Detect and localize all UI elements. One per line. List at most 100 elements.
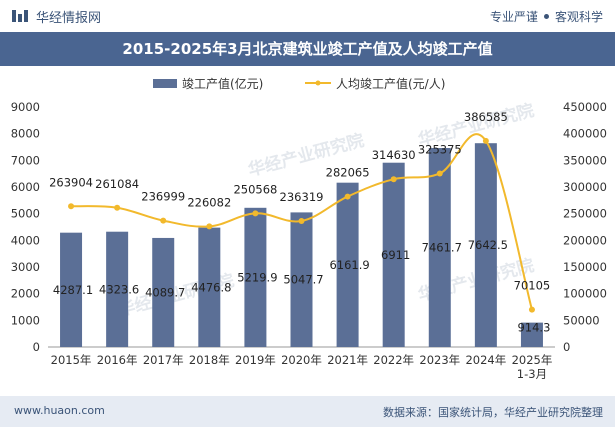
line-value-label: 70105 [514, 279, 551, 293]
bar [152, 237, 175, 347]
data-labels: 4287.1 4323.6 4089.7 4476.8 5219.9 5047.7 6161… [49, 110, 550, 335]
legend-label-bar: 竣工产值(亿元) [182, 76, 263, 91]
y-left-tick-label: 3000 [11, 260, 40, 274]
y-right-tick-label: 400000 [563, 127, 607, 141]
y-right-tick-label: 100000 [563, 287, 607, 301]
line-point [68, 203, 75, 210]
line-point [160, 217, 167, 224]
line-value-label: 261084 [95, 177, 139, 191]
x-tick-label: 2016年 [97, 353, 138, 367]
top-bar: 华经情报网 专业严谨 客观科学 [0, 0, 615, 32]
line-point [482, 137, 489, 144]
y-left-tick-label: 0 [33, 340, 40, 354]
line-value-label: 250568 [233, 182, 277, 196]
y-right-tick-label: 200000 [563, 233, 607, 247]
y-left-tick-label: 6000 [11, 180, 40, 194]
bar [244, 207, 267, 347]
x-tick-label-line: 2020年 [281, 353, 322, 367]
bar [474, 143, 497, 347]
x-tick-label-line: 2018年 [189, 353, 230, 367]
y-left-tick-label: 8000 [11, 127, 40, 141]
legend-label-line: 人均竣工产值(元/人) [336, 76, 445, 91]
title-bar: 2015-2025年3月北京建筑业竣工产值及人均竣工产值 [0, 32, 615, 66]
chart-canvas: 华经产业研究院华经产业研究院华经产业研究院华经产业研究院 竣工产值(亿元)人均竣… [11, 76, 607, 381]
line-point [436, 170, 443, 177]
x-tick-label: 2024年 [465, 353, 506, 367]
bar [336, 182, 359, 347]
legend-swatch-bar [153, 79, 177, 88]
y-left-tick-label: 2000 [11, 287, 40, 301]
bar-value-label: 6161.9 [329, 258, 369, 272]
line-path [71, 133, 533, 310]
y-right-tick-label: 250000 [563, 207, 607, 221]
bar-series [60, 143, 543, 347]
y-left-tick-label: 9000 [11, 100, 40, 114]
bar [60, 232, 83, 347]
line-point [390, 176, 397, 183]
x-tick-label-line: 2017年 [143, 353, 184, 367]
bar-value-label: 6911 [381, 248, 410, 262]
y-right-tick-label: 150000 [563, 260, 607, 274]
x-tick-label-line: 2016年 [97, 353, 138, 367]
line-point [114, 204, 121, 211]
bar-value-label: 4476.8 [191, 280, 231, 294]
bar [520, 322, 543, 347]
line-value-label: 226082 [187, 195, 231, 209]
legend-swatch-marker [315, 80, 321, 86]
y-left-tick-label: 5000 [11, 207, 40, 221]
line-point [298, 217, 305, 224]
x-tick-label: 2020年 [281, 353, 322, 367]
bar [290, 212, 313, 347]
legend: 竣工产值(亿元) 人均竣工产值(元/人) [153, 76, 445, 91]
chart-title: 2015-2025年3月北京建筑业竣工产值及人均竣工产值 [122, 40, 493, 58]
website-link[interactable]: www.huaon.com [14, 404, 105, 417]
line-series [68, 133, 535, 313]
y-left-tick-label: 1000 [11, 313, 40, 327]
bar [382, 162, 405, 347]
footer: www.huaon.com 数据来源：国家统计局，华经产业研究院整理 [0, 396, 615, 427]
line-value-label: 263904 [49, 175, 93, 189]
header-tags: 专业严谨 客观科学 [490, 8, 603, 25]
tag-professional: 专业严谨 [489, 10, 538, 24]
line-value-label: 314630 [372, 148, 416, 162]
x-tick-label-line: 2025年 [512, 353, 553, 367]
x-tick-label-line: 2015年 [51, 353, 92, 367]
y-right-tick-label: 450000 [563, 100, 607, 114]
x-tick-label-line: 2024年 [465, 353, 506, 367]
bar-value-label: 7642.5 [468, 238, 508, 252]
x-tick-label-line: 2019年 [235, 353, 276, 367]
separator-dot-icon [543, 14, 549, 19]
y-right-tick-label: 50000 [563, 313, 600, 327]
y-left-tick-label: 4000 [11, 233, 40, 247]
x-tick-label: 2022年 [373, 353, 414, 367]
x-tick-label: 2019年 [235, 353, 276, 367]
logo-icon [12, 10, 28, 22]
y-right-tick-label: 300000 [563, 180, 607, 194]
x-tick-label-line: 2022年 [373, 353, 414, 367]
line-point [206, 223, 213, 230]
x-tick-label: 2018年 [189, 353, 230, 367]
x-tick-label: 2025年 1-3月 [512, 353, 553, 381]
x-tick-label-line: 2023年 [419, 353, 460, 367]
line-value-label: 236319 [280, 190, 324, 204]
bar-value-label: 7461.7 [422, 241, 462, 255]
line-value-label: 386585 [464, 110, 508, 124]
bar [428, 148, 451, 347]
x-tick-label: 2021年 [327, 353, 368, 367]
x-tick-label-line: 2021年 [327, 353, 368, 367]
bar [106, 231, 129, 347]
bar-value-label: 4323.6 [99, 282, 139, 296]
y-right-tick-label: 350000 [563, 153, 607, 167]
bar-value-label: 914.3 [517, 321, 550, 335]
data-source: 数据来源：国家统计局，华经产业研究院整理 [383, 406, 603, 419]
tag-objective: 客观科学 [554, 10, 603, 24]
line-point [252, 210, 259, 217]
bar-value-label: 5219.9 [237, 270, 277, 284]
bar-value-label: 4287.1 [53, 283, 93, 297]
bar-value-label: 5047.7 [283, 273, 323, 287]
brand-name: 华经情报网 [36, 11, 102, 26]
line-point [344, 193, 351, 200]
line-value-label: 236999 [141, 190, 185, 204]
y-left-tick-label: 7000 [11, 153, 40, 167]
y-right-tick-label: 0 [563, 340, 570, 354]
